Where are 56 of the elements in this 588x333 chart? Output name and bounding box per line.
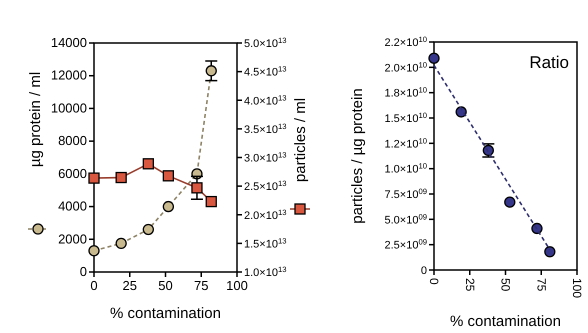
x-axis-title: % contamination bbox=[450, 313, 561, 330]
y-tick-label: 8000 bbox=[58, 133, 87, 148]
y-tick-label: 10000 bbox=[50, 100, 87, 116]
point bbox=[88, 245, 100, 256]
y2-axis-title: particles / ml bbox=[292, 98, 309, 182]
y2-tick-label: 1.0×10$^{13}$ bbox=[244, 264, 287, 279]
y-axis-title: µg protein / ml bbox=[27, 72, 44, 168]
y2-tick-label: 5.0×10$^{13}$ bbox=[244, 36, 287, 50]
y-tick-label: 2.0×10$^{10}$ bbox=[384, 60, 427, 74]
x-tick-label: 25 bbox=[122, 278, 137, 293]
x-tick-label: 75 bbox=[194, 278, 208, 293]
x-tick-label: 50 bbox=[158, 278, 173, 293]
x-tick-label: 75 bbox=[534, 278, 548, 292]
point bbox=[206, 196, 217, 208]
text: Ratio bbox=[529, 53, 569, 72]
x-tick-label: 25 bbox=[462, 278, 477, 292]
y-axis-title: particles / µg protein bbox=[349, 88, 366, 224]
x-tick-label: 0 bbox=[427, 278, 441, 285]
y-tick-label: 1.0×10$^{10}$ bbox=[384, 161, 427, 176]
y-tick-label: 5.0×10$^{09}$ bbox=[384, 212, 427, 226]
point bbox=[142, 158, 154, 170]
y-tick-label: 2.5×10$^{09}$ bbox=[384, 237, 427, 252]
y2-tick-label: 2.0×10$^{13}$ bbox=[244, 207, 287, 222]
point bbox=[504, 196, 516, 208]
point bbox=[544, 246, 556, 258]
y-tick-label: 1.5×10$^{10}$ bbox=[384, 110, 427, 125]
y2-tick-label: 3.0×10$^{13}$ bbox=[244, 150, 287, 164]
point bbox=[191, 182, 203, 194]
x-tick-label: 100 bbox=[570, 278, 584, 298]
y-tick-label: 7.5×10$^{09}$ bbox=[384, 186, 427, 201]
y-tick-label: 0 bbox=[420, 265, 427, 277]
y-tick-label: 14000 bbox=[50, 35, 87, 50]
x-tick-label: 0 bbox=[90, 278, 98, 293]
point bbox=[162, 200, 174, 212]
y-tick-label: 2000 bbox=[58, 231, 87, 246]
x-axis-title: % contamination bbox=[110, 305, 221, 322]
y2-tick-label: 4.5×10$^{13}$ bbox=[244, 64, 287, 79]
y2-tick-label: 4.0×10$^{13}$ bbox=[244, 92, 287, 108]
y2-tick-label: 3.5×10$^{13}$ bbox=[244, 121, 287, 136]
y-tick-label: 1.2×10$^{10}$ bbox=[384, 136, 427, 150]
point bbox=[142, 224, 154, 236]
x-tick-label: 50 bbox=[498, 278, 512, 292]
point bbox=[116, 172, 127, 184]
y-tick-label: 2.2×10$^{10}$ bbox=[384, 34, 427, 49]
point bbox=[88, 172, 100, 184]
point bbox=[162, 170, 174, 182]
y-tick-label: 1.8×10$^{10}$ bbox=[384, 85, 427, 100]
point bbox=[428, 52, 440, 64]
y2-tick-label: 2.5×10$^{13}$ bbox=[244, 178, 287, 194]
y-tick-label: 12000 bbox=[50, 68, 87, 83]
point bbox=[116, 238, 127, 250]
y-tick-label: 6000 bbox=[58, 166, 87, 181]
y-tick-label: 4000 bbox=[58, 198, 87, 214]
y2-tick-label: 1.5×10$^{13}$ bbox=[244, 236, 287, 250]
y-tick-label: 0 bbox=[80, 264, 87, 279]
x-tick-label: 100 bbox=[226, 278, 248, 293]
